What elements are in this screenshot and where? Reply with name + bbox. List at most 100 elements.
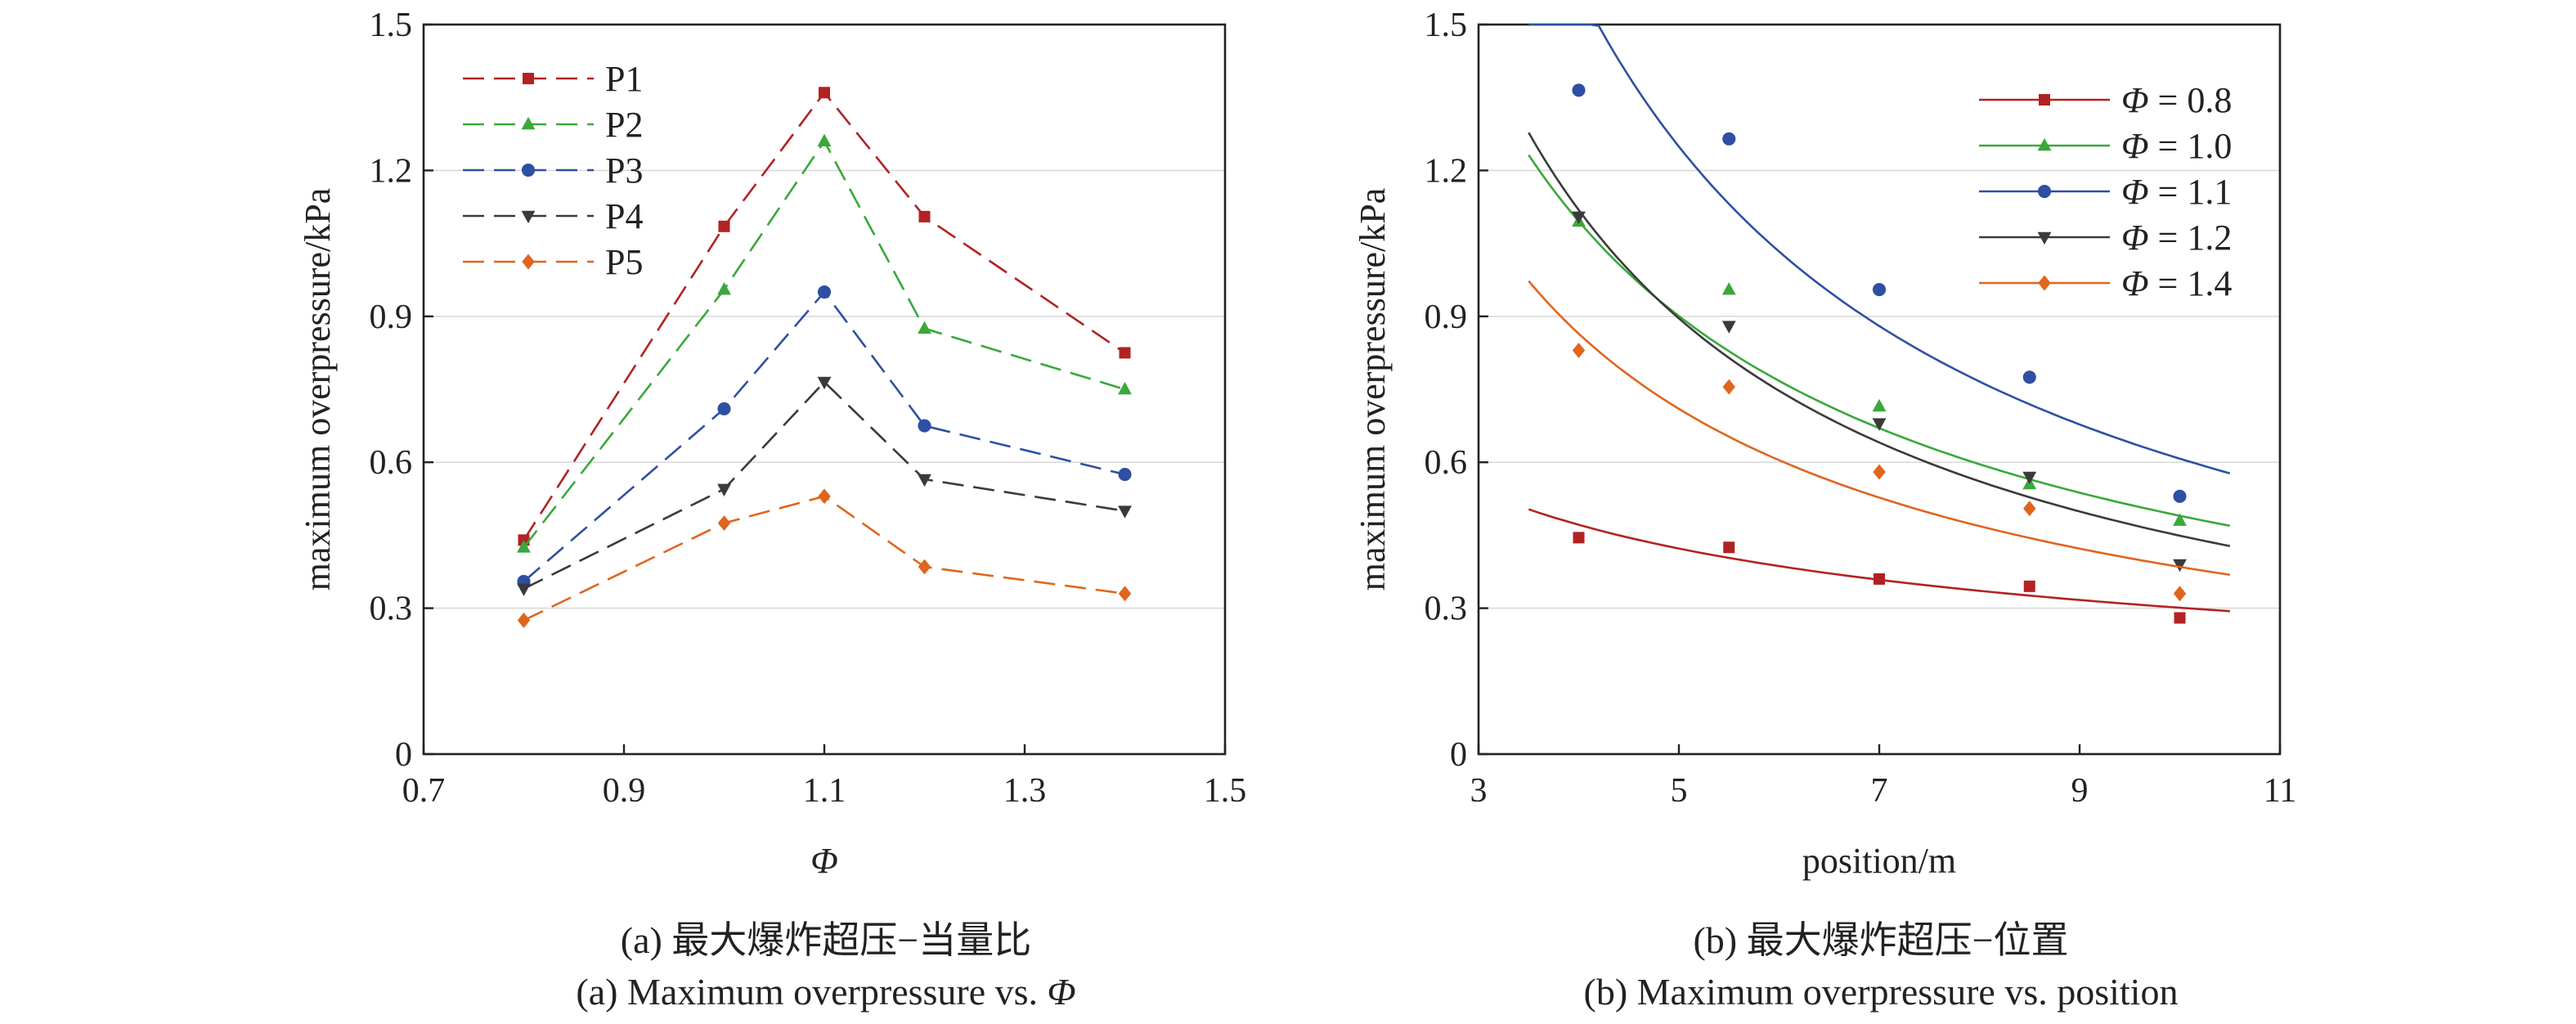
panel-a-chart: 0 0.3 0.6 0.9 1.2 1.5 0.7 0.9 1.1 1.3 1.5 maximum o… <box>298 7 1246 881</box>
data-point <box>918 559 931 575</box>
y-tick-label: 0 <box>395 736 412 774</box>
x-tick-label: 11 <box>2264 772 2296 810</box>
legend-marker <box>522 254 535 270</box>
series-5 <box>517 488 1132 628</box>
data-point <box>1572 342 1586 358</box>
series-3 <box>1528 23 2231 503</box>
legend-label: P1 <box>605 59 643 99</box>
data-point <box>1872 418 1887 431</box>
data-point <box>1118 586 1132 602</box>
data-point <box>2173 513 2187 526</box>
legend-label: P4 <box>605 196 643 236</box>
x-tick-label: 3 <box>1470 772 1488 810</box>
data-point <box>1118 505 1132 519</box>
series-2 <box>517 133 1132 553</box>
legend-marker <box>2037 184 2052 199</box>
fit-curve <box>1528 280 2231 577</box>
x-tick-label: 1.3 <box>1003 772 1047 810</box>
data-point <box>718 220 730 232</box>
data-point <box>1118 468 1132 482</box>
data-point <box>2174 612 2186 624</box>
legend: Φ = 0.8 Φ = 1.0 Φ = 1.1 Φ = 1.2 Φ = 1.4 <box>1979 80 2232 303</box>
y-tick-label: 0.6 <box>1425 444 1468 482</box>
caption-a-english: (a) Maximum overpressure vs. Φ <box>576 971 1075 1013</box>
y-tick-label: 1.2 <box>1425 152 1468 190</box>
data-point <box>1573 532 1585 544</box>
caption-a-english-symbol: Φ <box>1048 971 1076 1013</box>
data-point <box>517 540 531 553</box>
x-tick-label: 5 <box>1671 772 1688 810</box>
caption-b-chinese: (b) 最大爆炸超压−位置 <box>1693 919 2068 961</box>
series-4 <box>517 376 1132 596</box>
x-axis-label: Φ <box>810 841 838 881</box>
data-point <box>717 281 731 295</box>
legend-marker <box>2039 94 2050 106</box>
data-point <box>1721 321 1736 334</box>
y-axis-label: maximum overpressure/kPa <box>298 188 338 591</box>
legend-label: Φ = 1.2 <box>2121 218 2232 258</box>
data-point <box>1572 211 1586 224</box>
legend-marker <box>2038 275 2051 291</box>
legend-label: P5 <box>605 242 643 282</box>
y-tick-label: 0 <box>1450 736 1467 774</box>
series-line <box>523 495 1125 622</box>
data-point <box>517 583 531 596</box>
series-line <box>523 380 1125 590</box>
data-point <box>817 376 832 390</box>
data-point <box>819 87 830 99</box>
y-tick-label: 0.9 <box>1425 299 1468 336</box>
x-axis-label: position/m <box>1802 841 1956 881</box>
legend-marker <box>521 210 536 224</box>
series-1 <box>1528 508 2230 624</box>
y-tick-label: 0.3 <box>370 591 413 628</box>
x-tick-label: 7 <box>1871 772 1888 810</box>
data-point <box>918 474 931 487</box>
legend-label: Φ = 1.1 <box>2121 172 2232 212</box>
data-point <box>1874 573 1885 585</box>
data-point <box>2173 586 2187 602</box>
caption-a-chinese: (a) 最大爆炸超压−当量比 <box>621 919 1032 961</box>
y-tick-label: 1.2 <box>370 152 413 190</box>
data-point <box>1723 541 1735 554</box>
y-axis-label: maximum overpressure/kPa <box>1353 188 1393 591</box>
data-point <box>2022 371 2036 384</box>
data-point <box>2173 489 2187 503</box>
fit-curve <box>1528 132 2231 547</box>
series-1 <box>518 87 1131 546</box>
x-tick-label: 9 <box>2071 772 2089 810</box>
legend-marker <box>2037 137 2052 151</box>
data-point <box>1872 283 1887 297</box>
legend-marker <box>521 116 536 130</box>
legend-marker <box>523 73 534 84</box>
legend: P1 P2 P3 P4 P5 <box>463 59 643 282</box>
data-point <box>918 419 931 433</box>
legend-marker <box>2037 231 2052 245</box>
legend-label: Φ = 0.8 <box>2121 80 2232 120</box>
legend-label: Φ = 1.0 <box>2121 126 2232 166</box>
legend-label: P3 <box>605 150 643 191</box>
y-tick-label: 0.3 <box>1425 591 1468 628</box>
panel-b-chart: 0 0.3 0.6 0.9 1.2 1.5 3 5 7 9 11 maximum overpressu… <box>1353 7 2296 881</box>
fit-curve <box>1528 23 2231 474</box>
data-point <box>1721 281 1736 295</box>
caption-b-english: (b) Maximum overpressure vs. position <box>1584 971 2179 1013</box>
legend-label: Φ = 1.4 <box>2121 263 2232 303</box>
data-point <box>1118 381 1132 395</box>
data-point <box>1872 398 1887 412</box>
legend-label: P2 <box>605 105 643 145</box>
fit-curve <box>1528 508 2230 613</box>
caption-a-english-text: (a) Maximum overpressure vs. <box>576 971 1047 1013</box>
data-point <box>1873 464 1886 480</box>
y-tick-label: 0.6 <box>370 444 413 482</box>
data-point <box>1722 132 1736 146</box>
series-5 <box>1528 280 2231 602</box>
y-tick-label: 0.9 <box>370 299 413 336</box>
data-point <box>717 515 731 531</box>
y-tick-label: 1.5 <box>370 7 413 44</box>
data-point <box>2023 501 2036 517</box>
data-point <box>1572 83 1586 97</box>
data-point <box>2173 559 2187 573</box>
data-point <box>717 402 731 415</box>
data-point <box>517 613 531 628</box>
x-tick-label: 1.1 <box>803 772 846 810</box>
